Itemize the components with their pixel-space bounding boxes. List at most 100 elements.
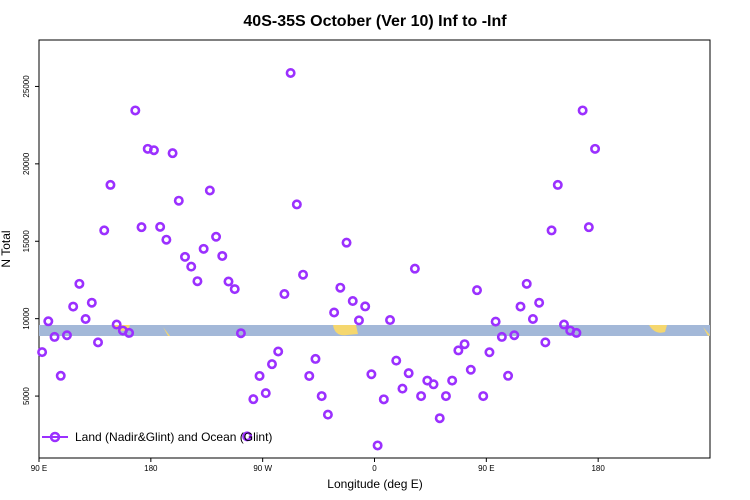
y-axis-title: N Total <box>0 230 13 267</box>
x-tick-label: 90 E <box>31 464 47 473</box>
data-point <box>235 328 246 339</box>
data-point <box>472 285 483 296</box>
data-point <box>111 319 122 330</box>
data-point <box>136 222 147 233</box>
data-point <box>577 105 588 116</box>
data-point <box>298 269 309 280</box>
data-point <box>515 301 526 312</box>
data-points <box>37 67 601 451</box>
x-tick-label: 180 <box>144 464 158 473</box>
x-tick-label: 180 <box>591 464 605 473</box>
data-point <box>167 148 178 159</box>
data-point <box>496 331 507 342</box>
data-point <box>590 143 601 154</box>
data-point <box>397 383 408 394</box>
data-point <box>509 330 520 341</box>
data-point <box>391 355 402 366</box>
data-point <box>217 250 228 261</box>
data-point <box>503 370 514 381</box>
y-tick-label: 10000 <box>22 307 31 330</box>
data-point <box>322 409 333 420</box>
data-point <box>385 315 396 326</box>
y-axis-ticks: 5000 10000 15000 20000 25000 <box>22 75 39 405</box>
data-point <box>148 145 159 156</box>
data-point <box>465 364 476 375</box>
data-point <box>55 370 66 381</box>
land-patch <box>163 327 170 336</box>
data-point <box>378 394 389 405</box>
data-point <box>105 179 116 190</box>
data-point <box>360 301 371 312</box>
data-point <box>534 297 545 308</box>
legend-label: Land (Nadir&Glint) and Ocean (Glint) <box>75 430 272 444</box>
data-point <box>403 368 414 379</box>
data-point <box>353 315 364 326</box>
data-point <box>310 353 321 364</box>
x-tick-label: 0 <box>372 464 377 473</box>
data-point <box>347 296 358 307</box>
x-tick-label: 90 E <box>478 464 494 473</box>
data-point <box>440 391 451 402</box>
data-point <box>43 316 54 327</box>
data-point <box>552 179 563 190</box>
y-tick-label: 25000 <box>22 75 31 98</box>
data-point <box>173 195 184 206</box>
data-point <box>130 105 141 116</box>
data-point <box>285 67 296 78</box>
land-ocean-band <box>39 325 710 336</box>
data-point <box>211 231 222 242</box>
data-point <box>540 337 551 348</box>
data-point <box>409 263 420 274</box>
data-point <box>453 345 464 356</box>
x-axis-title: Longitude (deg E) <box>327 477 422 491</box>
data-point <box>192 276 203 287</box>
data-point <box>161 234 172 245</box>
data-point <box>80 313 91 324</box>
data-point <box>155 221 166 232</box>
x-axis-ticks: 90 E 180 90 W 0 90 E 180 <box>31 458 605 473</box>
data-point <box>335 282 346 293</box>
data-point <box>558 319 569 330</box>
data-point <box>490 316 501 327</box>
plot-area <box>38 39 711 459</box>
data-point <box>99 225 110 236</box>
data-point <box>329 307 340 318</box>
data-point <box>37 347 48 358</box>
legend-marker <box>49 431 61 443</box>
data-point <box>93 337 104 348</box>
data-point <box>434 413 445 424</box>
data-point <box>204 185 215 196</box>
data-point <box>74 278 85 289</box>
data-point <box>86 297 97 308</box>
data-point <box>341 237 352 248</box>
chart-title: 40S-35S October (Ver 10) Inf to -Inf <box>243 13 507 30</box>
land-patch <box>333 325 358 336</box>
data-point <box>254 370 265 381</box>
data-point <box>61 330 72 341</box>
data-point <box>223 276 234 287</box>
data-point <box>521 278 532 289</box>
data-point <box>266 359 277 370</box>
data-point <box>242 431 253 442</box>
data-point <box>273 346 284 357</box>
land-patch <box>703 327 710 336</box>
data-point <box>447 375 458 386</box>
data-point <box>198 243 209 254</box>
data-point <box>583 222 594 233</box>
data-point <box>124 327 135 338</box>
land-patch <box>649 325 667 333</box>
y-tick-label: 20000 <box>22 152 31 175</box>
data-point <box>527 313 538 324</box>
data-point <box>571 327 582 338</box>
data-point <box>478 391 489 402</box>
data-point <box>484 347 495 358</box>
legend: Land (Nadir&Glint) and Ocean (Glint) <box>42 430 272 444</box>
y-tick-label: 5000 <box>22 387 31 405</box>
data-point <box>49 331 60 342</box>
data-point <box>304 370 315 381</box>
x-tick-label: 90 W <box>253 464 272 473</box>
data-point <box>291 199 302 210</box>
data-point <box>279 289 290 300</box>
data-point <box>229 284 240 295</box>
